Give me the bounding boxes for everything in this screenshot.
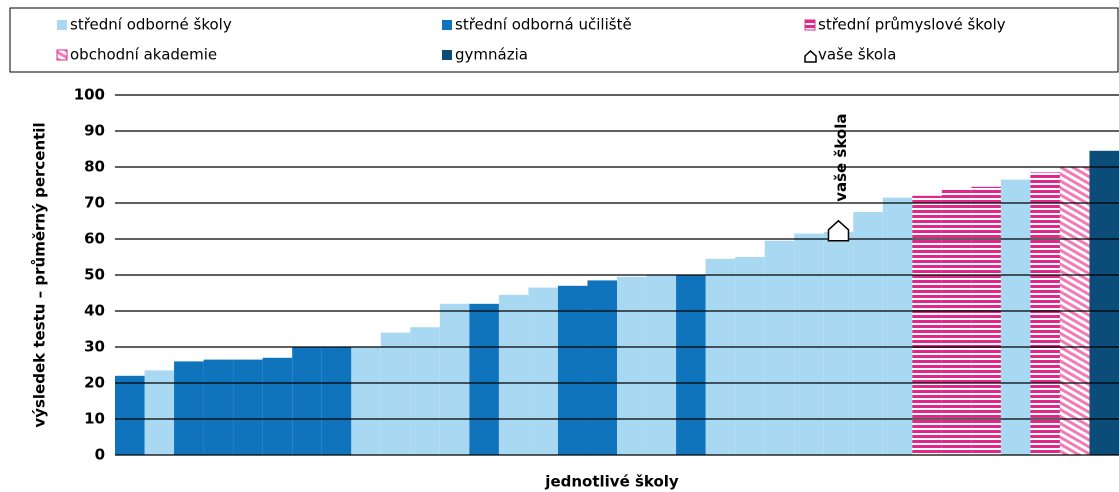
bar [1089, 150, 1119, 456]
legend-swatch [442, 50, 452, 60]
legend-label: střední odborná učiliště [455, 16, 632, 34]
legend-swatch [804, 19, 816, 31]
legend-swatch [56, 49, 68, 61]
y-tick-label: 20 [84, 374, 105, 392]
bar [1000, 179, 1031, 455]
y-tick-label: 70 [84, 194, 105, 212]
bar [823, 231, 854, 455]
legend-swatch [804, 50, 817, 63]
y-tick-label: 80 [84, 158, 105, 176]
bar [262, 357, 293, 455]
bar [794, 233, 824, 455]
annotation: vaše škola [832, 114, 850, 202]
bar [764, 240, 795, 455]
bar [528, 287, 558, 455]
bar [321, 347, 352, 455]
bar [144, 370, 175, 455]
bar [1030, 172, 1060, 455]
bar [174, 361, 204, 455]
legend-label: střední odborné školy [70, 16, 232, 34]
y-tick-label: 60 [84, 230, 105, 248]
y-tick-label: 10 [84, 410, 105, 428]
y-tick-label: 0 [95, 446, 105, 464]
bar [498, 294, 529, 455]
bar [941, 188, 972, 455]
bar [233, 359, 263, 455]
bar [617, 276, 647, 455]
bar [439, 303, 470, 455]
legend-label: vaše škola [818, 46, 896, 64]
bar [882, 197, 913, 455]
bar [557, 285, 588, 455]
bar [292, 347, 322, 455]
legend-swatch [57, 20, 67, 30]
y-tick-label: 40 [84, 302, 105, 320]
legend-box [9, 7, 1119, 73]
legend-label: gymnázia [455, 46, 528, 64]
legend-swatch [442, 20, 452, 30]
bar [735, 257, 765, 455]
y-axis-label: výsledek testu – průměrný percentil [31, 122, 49, 427]
bar [676, 275, 706, 455]
bar [469, 303, 499, 455]
bar [410, 327, 440, 455]
bar [351, 347, 381, 455]
school-marker [827, 219, 850, 242]
bar [705, 258, 736, 455]
bar [853, 212, 883, 455]
y-tick-label: 100 [74, 86, 105, 104]
bar [646, 275, 677, 455]
y-tick-label: 90 [84, 122, 105, 140]
x-axis-label: jednotlivé školy [544, 473, 679, 491]
y-tick-label: 50 [84, 266, 105, 284]
bar [115, 375, 145, 455]
bar [971, 186, 1001, 456]
bar [587, 280, 617, 455]
legend-label: obchodní akademie [70, 46, 217, 64]
bar [380, 332, 411, 455]
legend-label: střední průmyslové školy [818, 16, 1006, 34]
bar [912, 195, 942, 456]
y-tick-label: 30 [84, 338, 105, 356]
bar [203, 359, 234, 455]
